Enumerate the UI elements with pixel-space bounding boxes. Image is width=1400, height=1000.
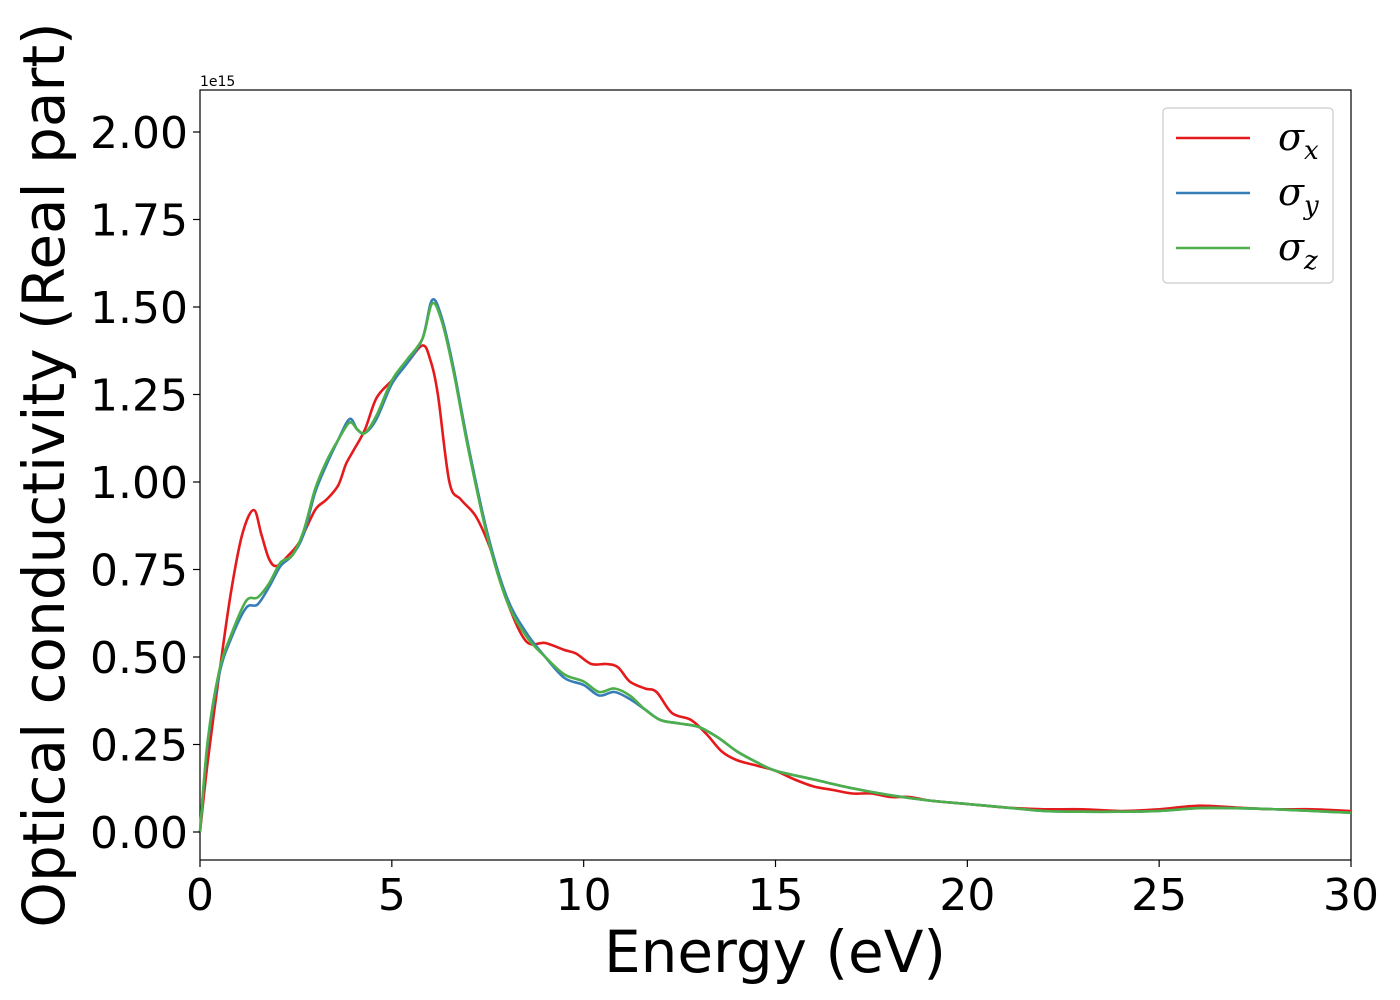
x-tick-label: 30: [1323, 870, 1379, 921]
y-axis-ticks: 0.00 0.25 0.50 0.75 1.00 1.25 1.50 1.75 2.00: [90, 108, 200, 859]
y-tick-label: 0.50: [90, 633, 188, 684]
legend-label-sigma-y: σy: [1278, 170, 1319, 221]
x-axis-label: Energy (eV): [604, 918, 946, 986]
legend-label-sigma-z: σz: [1278, 225, 1318, 276]
legend-box: [1162, 107, 1334, 284]
series-line-sigma-z: [198, 301, 1352, 833]
series-layer: [198, 297, 1352, 833]
series-line-sigma-x: [198, 344, 1352, 833]
y-tick-label: 2.00: [90, 108, 188, 159]
x-tick-label: 15: [748, 870, 804, 921]
y-tick-label: 1.75: [90, 196, 188, 247]
x-tick-label: 0: [186, 870, 214, 921]
legend-label-sigma-x: σx: [1278, 115, 1319, 166]
x-tick-label: 25: [1131, 870, 1187, 921]
y-tick-label: 1.00: [90, 458, 188, 509]
x-tick-label: 20: [939, 870, 995, 921]
y-tick-label: 0.00: [90, 808, 188, 859]
y-tick-label: 1.50: [90, 283, 188, 334]
y-tick-label: 0.75: [90, 546, 188, 597]
y-offset-label: 1e15: [200, 74, 235, 90]
x-tick-label: 5: [378, 870, 406, 921]
series-line-sigma-y: [198, 297, 1352, 833]
y-axis-label: Optical conductivity (Real part): [10, 22, 78, 927]
x-axis-ticks: 0 5 10 15 20 25 30: [186, 860, 1379, 921]
x-tick-label: 10: [556, 870, 612, 921]
y-tick-label: 1.25: [90, 371, 188, 422]
y-tick-label: 0.25: [90, 721, 188, 772]
